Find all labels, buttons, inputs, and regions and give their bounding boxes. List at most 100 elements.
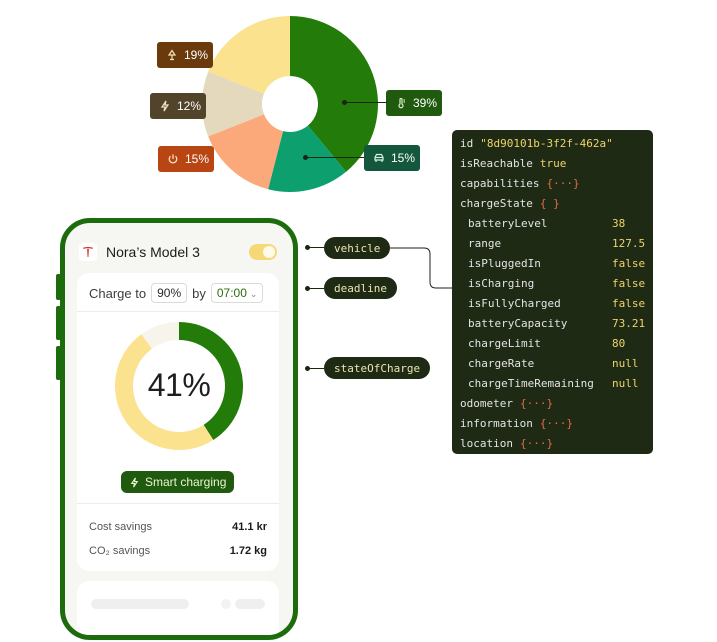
donut-remaining-arc [115,334,214,450]
thermo-leader-dot [342,100,347,105]
car-leader [306,157,364,158]
vehicle-to-json-connector [388,247,452,289]
car-icon [374,153,384,162]
charge-limit-field[interactable]: 90% [151,283,188,303]
state-connector [308,368,324,369]
vehicle-connector-dot [305,245,310,250]
json-value: 80 [612,337,626,350]
power-share-label: 15% [185,152,210,166]
power-share-tag: 15% [158,146,214,172]
json-row: location {···} [460,434,553,454]
json-key: range [468,237,502,250]
json-value: false [612,297,646,310]
pie-slice-thermometer [290,16,378,172]
smart-charging-button[interactable]: Smart charging [121,471,235,493]
deadline-time-value: 07:00 [216,286,247,300]
state-of-charge-percent: 41% [147,367,211,403]
json-row: isReachable true [460,154,566,174]
json-key: chargeState [460,197,533,210]
deadline-connector [308,288,324,289]
lamp-share-label: 19% [184,48,209,62]
json-value: 73.21 [612,317,646,330]
charge-card: Charge to 90% by 07:00 ⌄ 41% Smart chargi… [77,273,279,571]
divider [77,503,279,504]
vehicle-connector [308,247,324,248]
thermo-leader [345,102,387,103]
json-value[interactable]: {···} [519,397,554,410]
json-row: chargeTimeRemaining null [468,374,639,394]
json-value: true [539,157,567,170]
charge-target-row: Charge to 90% by 07:00 ⌄ [89,283,264,303]
json-row: batteryCapacity 73.21 [468,314,645,334]
bolt-share-label: 12% [177,99,202,113]
deadline-code-tag: deadline [324,277,397,299]
json-value: false [612,277,646,290]
charging-toggle[interactable] [249,244,277,260]
json-value[interactable]: {···} [519,437,554,450]
json-row: chargeLimit 80 [468,334,625,354]
json-row: isCharging false [468,274,645,294]
state-connector-dot [305,366,310,371]
bolt-icon [160,100,170,112]
phone-frame: Nora’s Model 3 Charge to 90% by 07:00 ⌄ 4… [60,218,298,640]
divider [77,311,279,312]
json-row: range 127.5 [468,234,645,254]
json-key: chargeRate [468,357,535,370]
smart-charging-label: Smart charging [145,475,227,489]
phone-header: Nora’s Model 3 [79,237,277,267]
co2-savings-label: CO₂ savings [89,545,151,557]
json-key: isCharging [468,277,535,290]
json-row: isFullyCharged false [468,294,645,314]
donut-charged-arc [179,322,243,441]
thermometer-share-label: 39% [413,96,438,110]
json-row: odometer {···} [460,394,553,414]
json-key: location [460,437,513,450]
vehicle-code-tag: vehicle [324,237,391,259]
chevron-down-icon: ⌄ [249,289,258,299]
car-share-tag: 15% [364,145,420,171]
json-row: capabilities {···} [460,174,580,194]
json-value: null [612,377,639,390]
json-key: isReachable [460,157,533,170]
vehicle-json-panel: id "8d90101b-3f2f-462a" isReachable true cap… [452,130,653,454]
json-row: isPluggedIn false [468,254,645,274]
donut-unused-arc [141,322,179,349]
charge-to-label: Charge to [89,285,147,301]
json-key: isPluggedIn [468,257,541,270]
deadline-connector-dot [305,286,310,291]
json-key: batteryLevel [468,217,548,230]
json-row: chargeRate null [468,354,639,374]
cost-savings-value: 41.1 kr [232,521,267,533]
state-of-charge-donut [115,322,243,450]
json-key: capabilities [460,177,540,190]
json-value: 127.5 [612,237,646,250]
pie-slice-bolt [202,71,264,137]
json-value[interactable]: {···} [546,177,580,190]
json-key: batteryCapacity [468,317,568,330]
by-label: by [192,285,206,301]
co2-savings-row: CO₂ savings 1.72 kg [89,545,267,557]
json-row: information {···} [460,414,573,434]
json-value[interactable]: {···} [539,417,573,430]
car-name: Nora’s Model 3 [106,244,200,260]
co2-savings-value: 1.72 kg [229,545,267,557]
json-value: null [612,357,639,370]
bolt-icon [130,477,139,487]
json-key: information [460,417,533,430]
json-row: batteryLevel 38 [468,214,625,234]
json-key: id [460,137,474,150]
phone-side-button [56,274,61,300]
energy-pie-chart [202,16,378,193]
cost-savings-row: Cost savings 41.1 kr [89,521,267,533]
deadline-time-select[interactable]: 07:00 ⌄ [210,283,264,303]
json-key: odometer [460,397,513,410]
phone-volume-up [56,306,61,340]
cost-savings-label: Cost savings [89,521,152,533]
json-key: chargeTimeRemaining [468,377,594,390]
json-value[interactable]: { } [539,197,560,210]
placeholder-dot [221,599,231,609]
power-icon [168,154,178,164]
placeholder-card [77,581,279,635]
tesla-logo-icon [79,243,97,261]
car-leader-dot [303,155,308,160]
